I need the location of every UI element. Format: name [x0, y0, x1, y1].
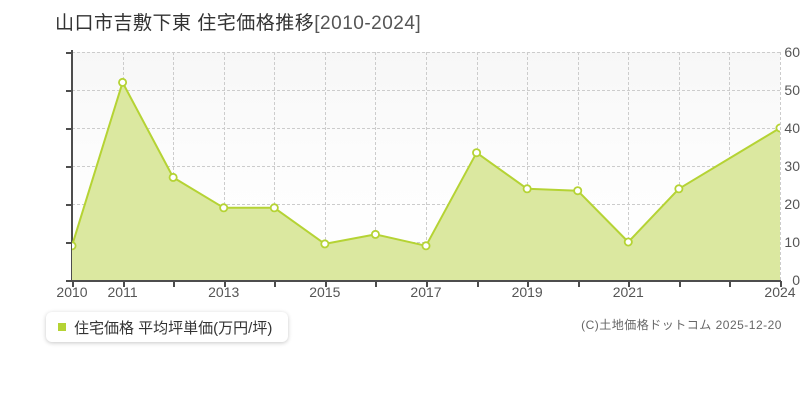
x-axis-tick-label: 2013 — [208, 284, 240, 300]
data-point-marker — [219, 203, 229, 213]
y-axis-tick-label: 10 — [784, 234, 800, 250]
y-axis-tick-label: 40 — [784, 120, 800, 136]
series-markers — [72, 77, 780, 251]
x-axis-tick-label: 2011 — [107, 284, 138, 300]
y-axis-tick-mark — [66, 204, 73, 206]
y-axis-tick-label: 30 — [784, 158, 800, 174]
data-point-marker — [370, 229, 380, 239]
gridline-vertical — [577, 52, 579, 280]
data-point-marker — [72, 241, 77, 251]
data-point-marker — [674, 184, 684, 194]
gridline-vertical — [223, 52, 225, 280]
y-axis-tick-mark — [66, 52, 73, 54]
plot-area — [72, 52, 781, 280]
x-axis-tick-mark — [577, 281, 580, 287]
data-point-marker — [522, 184, 532, 194]
y-axis-line — [71, 50, 73, 281]
x-axis-tick-label: 2015 — [309, 284, 341, 300]
x-axis-tick-mark — [324, 281, 327, 287]
x-axis-tick-mark — [527, 281, 530, 287]
footer-credit: (C)土地価格ドットコム 2025-12-20 — [581, 318, 782, 332]
x-axis-tick-label: 2010 — [56, 284, 88, 300]
series-fill-path — [72, 82, 780, 280]
y-axis-tick-label: 20 — [784, 196, 800, 212]
data-point-marker — [320, 239, 330, 249]
x-axis-tick-mark — [678, 281, 681, 287]
x-axis-tick-label: 2021 — [612, 284, 644, 300]
gridline-vertical — [173, 52, 175, 280]
data-point-marker — [573, 186, 583, 196]
gridline-vertical — [375, 52, 377, 280]
data-point-marker — [421, 241, 431, 251]
page-title: 山口市吉敷下東 住宅価格推移[2010-2024] — [55, 8, 421, 35]
x-axis-tick-mark — [72, 281, 74, 287]
x-axis-tick-mark — [426, 281, 428, 287]
x-axis-tick-mark — [122, 281, 125, 287]
y-axis-tick-mark — [66, 128, 73, 130]
legend-swatch-icon — [58, 323, 66, 331]
x-axis-tick-label: 2019 — [511, 284, 543, 300]
title-range-text: [2010-2024] — [314, 13, 422, 34]
data-point-marker — [168, 172, 178, 182]
y-axis-tick-mark — [66, 90, 73, 92]
x-axis-tick-label: 2024 — [764, 284, 796, 300]
x-axis-tick-mark — [729, 281, 732, 287]
x-axis-tick-label: 2017 — [410, 284, 442, 300]
data-point-marker — [472, 148, 482, 158]
gridline-vertical — [426, 52, 427, 280]
gridline-vertical — [324, 52, 326, 280]
y-axis-tick-mark — [66, 166, 73, 168]
series-area-chart — [72, 77, 780, 280]
x-axis-tick-mark — [173, 281, 176, 287]
y-axis-tick-label: 50 — [784, 82, 800, 98]
data-point-marker — [775, 123, 780, 133]
data-point-marker — [623, 237, 633, 247]
gridline-vertical — [780, 52, 781, 280]
data-point-marker — [118, 77, 128, 87]
gridline-vertical — [527, 52, 529, 280]
gridline-vertical — [678, 52, 680, 280]
data-point-marker — [269, 203, 279, 213]
x-axis-tick-mark — [375, 281, 378, 287]
x-axis-tick-mark — [476, 281, 479, 287]
y-axis-tick-label: 60 — [784, 44, 800, 60]
y-axis-tick-mark — [66, 280, 73, 282]
title-main-text: 山口市吉敷下東 住宅価格推移 — [55, 13, 315, 34]
y-axis-tick-mark — [66, 242, 73, 244]
y-axis-tick-label: 0 — [792, 272, 800, 288]
gridline-vertical — [274, 52, 276, 280]
gridline-vertical — [628, 52, 630, 280]
x-axis-tick-mark — [223, 281, 226, 287]
x-axis-tick-mark — [780, 281, 782, 287]
x-axis-tick-mark — [274, 281, 277, 287]
x-axis-tick-mark — [628, 281, 631, 287]
legend-label: 住宅価格 平均坪単価(万円/坪) — [74, 319, 273, 337]
chart-legend: 住宅価格 平均坪単価(万円/坪) — [46, 312, 289, 342]
